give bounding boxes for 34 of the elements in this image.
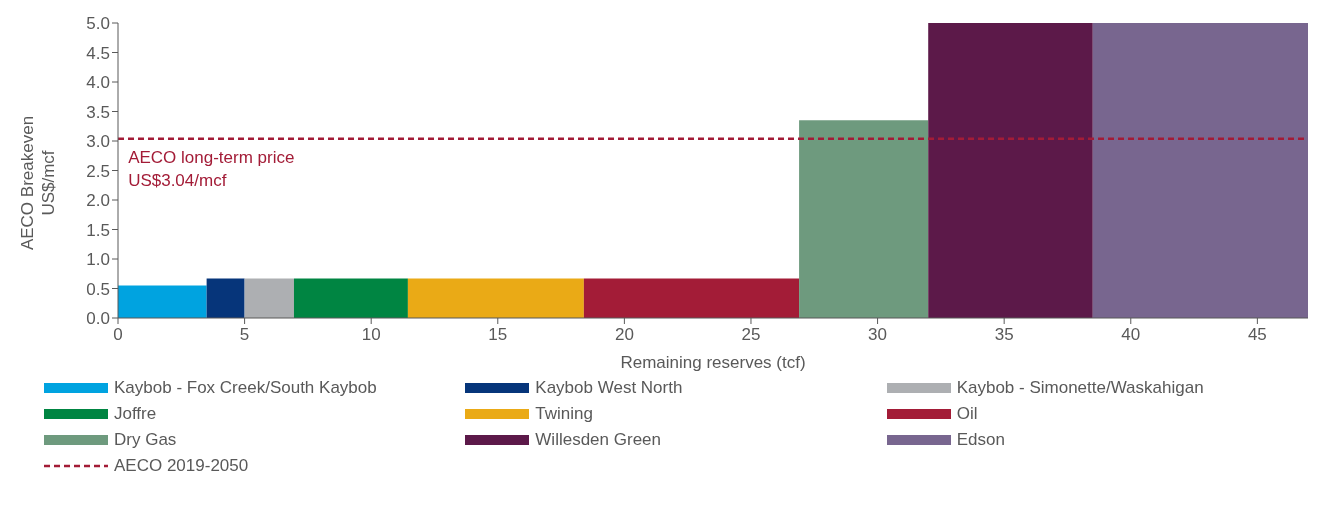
legend-label: Kaybob - Fox Creek/South Kaybob [114, 378, 377, 398]
y-tick-label: 1.5 [86, 220, 110, 240]
y-tick-label: 3.0 [86, 132, 110, 152]
y-tick-label: 3.5 [86, 102, 110, 122]
legend-label: Dry Gas [114, 430, 177, 450]
legend-label: Kaybob West North [535, 378, 683, 398]
y-tick-label: 4.0 [86, 73, 110, 93]
x-axis-title: Remaining reserves (tcf) [620, 353, 806, 372]
annotation: AECO long-term price US$3.04/mcf [128, 147, 295, 190]
legend-label: AECO 2019-2050 [114, 456, 249, 476]
legend-label: Joffre [114, 404, 157, 424]
y-tick-label: 4.5 [86, 43, 110, 63]
y-tick-label: 2.5 [86, 161, 110, 181]
x-tick-label: 30 [868, 325, 888, 344]
x-tick-label: 5 [239, 325, 250, 344]
x-tick-label: 20 [614, 325, 634, 344]
y-tick-label: 0.5 [86, 279, 110, 299]
x-tick-label: 15 [488, 325, 508, 344]
x-tick-label: 40 [1121, 325, 1141, 344]
legend-label: Edson [956, 430, 1005, 450]
legend-label: Oil [956, 404, 978, 424]
x-tick-label: 25 [741, 325, 761, 344]
x-tick-label: 35 [994, 325, 1014, 344]
y-tick-label: 5.0 [86, 14, 110, 34]
y-tick-label: 0.0 [86, 309, 110, 329]
legend-label: Willesden Green [535, 430, 661, 450]
legend-label: Kaybob - Simonette/Waskahigan [956, 378, 1204, 398]
y-tick-label: 1.0 [86, 250, 110, 270]
y-axis-title: AECO Breakeven US$/mcf [17, 115, 59, 251]
legend-label: Twining [535, 404, 593, 424]
x-tick-label: 0 [113, 325, 123, 344]
y-tick-label: 2.0 [86, 191, 110, 211]
x-tick-label: 45 [1247, 325, 1267, 344]
x-tick-label: 10 [361, 325, 381, 344]
